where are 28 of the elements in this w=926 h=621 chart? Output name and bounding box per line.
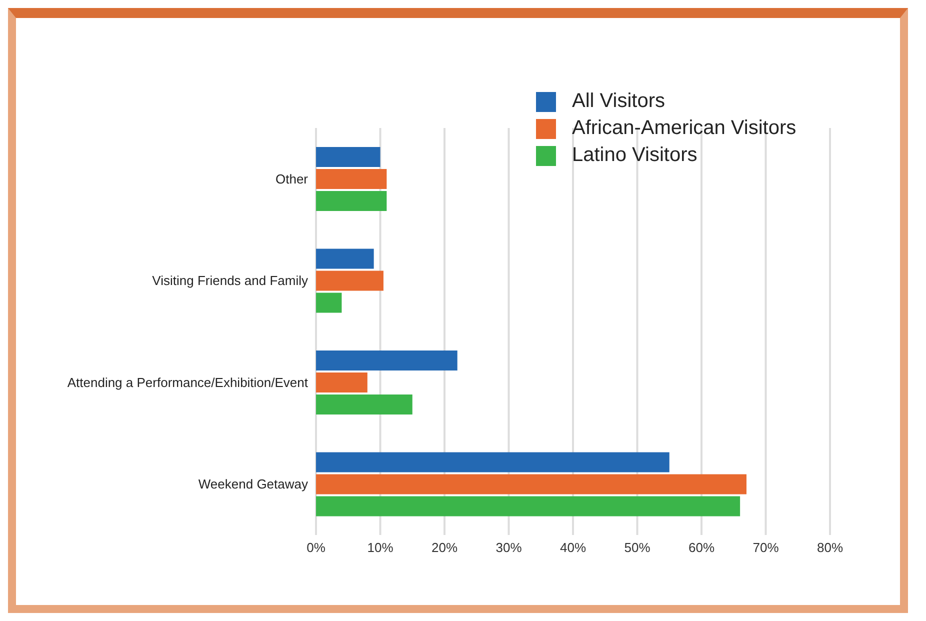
x-tick-label: 80% (816, 540, 844, 556)
bar (316, 191, 387, 211)
bar (316, 474, 746, 494)
x-tick-label: 30% (496, 540, 522, 556)
y-tick-label: Other (275, 171, 309, 186)
legend-label: All Visitors (572, 90, 665, 113)
bar (316, 394, 412, 414)
bar (316, 292, 342, 313)
x-tick-label: 0% (306, 540, 326, 556)
legend-label: African-American Visitors (572, 117, 796, 140)
bar (316, 248, 374, 269)
bar (316, 169, 387, 189)
x-tick-label: 60% (688, 540, 715, 556)
x-tick-label: 10% (367, 540, 394, 556)
y-tick-label: Weekend Getaway (198, 476, 308, 492)
bar (316, 270, 384, 291)
x-tick-label: 20% (431, 540, 458, 556)
x-tick-label: 70% (752, 540, 780, 556)
bar (316, 350, 458, 370)
bar (316, 452, 670, 472)
x-tick-label: 50% (624, 540, 651, 556)
bar (316, 372, 368, 392)
bar (316, 496, 740, 516)
legend-label: Latino Visitors (572, 144, 698, 167)
bar (316, 147, 380, 167)
y-tick-label: Visiting Friends and Family (152, 273, 308, 288)
y-tick-label: Attending a Performance/Exhibition/Event (67, 374, 308, 390)
x-tick-label: 40% (560, 540, 586, 556)
